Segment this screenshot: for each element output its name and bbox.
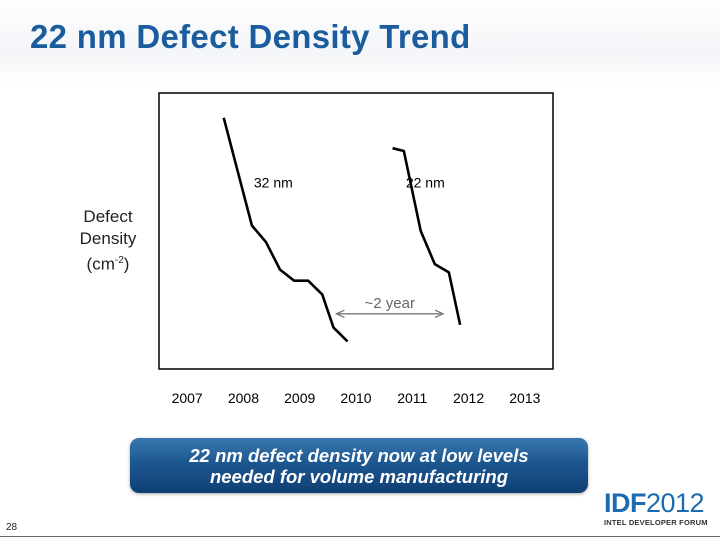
x-tick-label: 2008: [228, 390, 259, 406]
series-line-32-nm: [222, 117, 349, 343]
x-tick-label: 2010: [340, 390, 371, 406]
series-line-22-nm: [392, 146, 462, 326]
x-tick-label: 2012: [453, 390, 484, 406]
logo-idf: IDF: [604, 488, 647, 518]
annotation-layer: ~2 year: [336, 295, 443, 314]
series-label-22-nm: 22 nm: [406, 174, 445, 190]
slide-title: 22 nm Defect Density Trend: [30, 18, 471, 55]
x-tick-label: 2013: [509, 390, 540, 406]
callout-line-2: needed for volume manufacturing: [209, 465, 509, 487]
idf2012-logo: IDF2012 INTEL DEVELOPER FORUM: [604, 489, 716, 529]
logo-mark: IDF2012: [604, 489, 716, 517]
logo-subtitle: INTEL DEVELOPER FORUM: [604, 518, 708, 527]
x-tick-label: 2007: [172, 390, 203, 406]
label-layer: 32 nm 22 nm: [254, 174, 445, 190]
bottom-rule: [0, 536, 720, 537]
x-tick-label: 2011: [397, 390, 427, 406]
x-tick-layer: 2007 2008 2009 2010 2011 2012 2013: [172, 390, 541, 406]
y-axis-unit-exponent: -2: [114, 255, 124, 266]
y-axis-label-line1: Defect: [83, 207, 133, 226]
y-axis-label-line3: (cm-2): [62, 250, 154, 276]
series-layer: [222, 117, 462, 343]
callout-banner: 22 nm defect density now at low levels n…: [130, 438, 588, 493]
gap-annotation-label: ~2 year: [365, 295, 415, 312]
y-axis-label: Defect Density (cm-2): [62, 206, 154, 276]
y-axis-unit-end: ): [123, 254, 130, 274]
page-number: 28: [6, 522, 18, 533]
y-axis-unit-base: (cm: [86, 254, 115, 274]
title-band: [0, 0, 720, 84]
y-axis-label-line2: Density: [79, 229, 137, 248]
callout-line-1: 22 nm defect density now at low levels: [189, 444, 529, 466]
series-label-32-nm: 32 nm: [254, 174, 293, 190]
logo-year: 2012: [646, 488, 705, 518]
plot-frame: [158, 92, 554, 370]
x-tick-label: 2009: [284, 390, 315, 406]
